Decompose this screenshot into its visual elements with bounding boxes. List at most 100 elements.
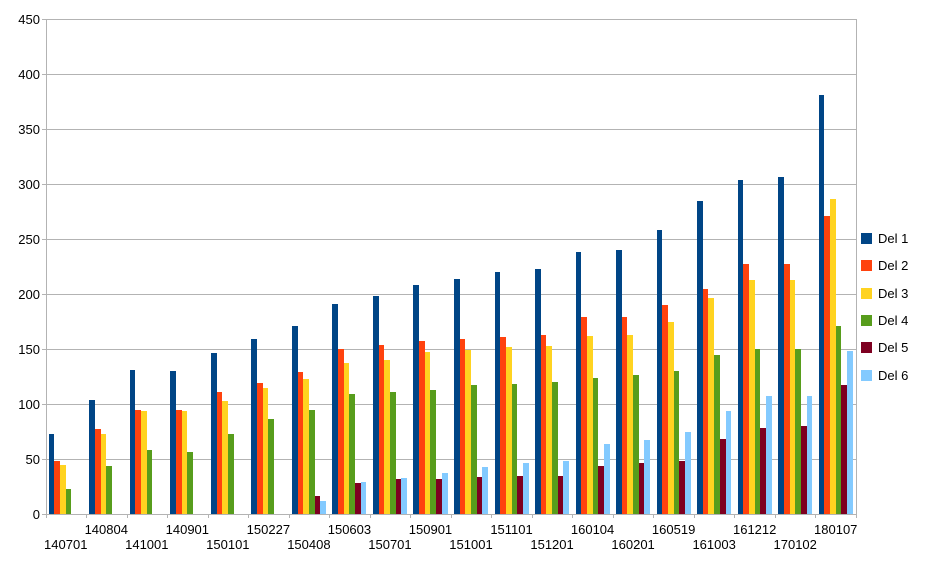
- bar-del-2: [824, 215, 831, 514]
- legend-label: Del 3: [878, 285, 909, 301]
- x-tick: [329, 514, 331, 518]
- legend-swatch-icon: [861, 369, 872, 381]
- y-tick: [41, 404, 46, 405]
- bar-del-4: [65, 488, 72, 514]
- gridline: [45, 459, 857, 460]
- bar-del-2: [216, 391, 223, 514]
- bar-del-3: [546, 345, 553, 514]
- bar-del-4: [227, 433, 234, 514]
- bar-del-4: [106, 465, 112, 514]
- bar-del-5: [557, 475, 564, 514]
- bar-del-4: [268, 419, 275, 514]
- bar-del-1: [494, 272, 501, 514]
- bar-del-6: [766, 396, 772, 514]
- gridline: [45, 129, 857, 130]
- bar-del-2: [419, 341, 425, 514]
- y-axis-label: 0: [32, 507, 40, 522]
- bar-del-6: [401, 477, 407, 514]
- x-axis-label: 151001: [449, 537, 493, 552]
- bar-del-4: [754, 349, 761, 514]
- bar-del-3: [424, 352, 431, 514]
- gridline: [45, 74, 857, 75]
- y-tick: [41, 514, 46, 515]
- y-axis-line: [45, 19, 47, 515]
- bar-del-3: [627, 334, 634, 514]
- bar-del-1: [697, 200, 703, 514]
- bar-del-1: [737, 179, 744, 514]
- bar-del-6: [806, 396, 813, 514]
- bar-del-2: [581, 317, 587, 514]
- bar-del-3: [60, 464, 66, 514]
- bar-del-3: [100, 433, 107, 514]
- bar-del-3: [303, 378, 309, 514]
- x-axis-label: 160201: [611, 537, 655, 552]
- bar-del-3: [586, 335, 593, 514]
- bar-del-6: [725, 410, 732, 514]
- bar-del-2: [135, 409, 142, 514]
- bar-del-4: [633, 375, 639, 514]
- x-tick: [815, 514, 817, 518]
- bar-del-5: [355, 483, 361, 514]
- bar-del-1: [291, 325, 298, 514]
- x-axis-label: 150227: [246, 522, 291, 537]
- bar-del-4: [592, 377, 599, 514]
- legend-swatch-icon: [861, 314, 872, 326]
- legend-swatch-icon: [861, 260, 872, 272]
- legend-item: Del 6: [861, 368, 908, 383]
- legend-item: Del 3: [861, 286, 908, 301]
- bar-del-6: [441, 473, 448, 514]
- x-tick: [369, 514, 371, 518]
- bar-del-3: [181, 410, 188, 514]
- x-axis-label: 161212: [732, 522, 777, 537]
- x-axis-label: 140701: [44, 537, 88, 552]
- bar-del-2: [621, 317, 628, 514]
- y-axis-label: 150: [18, 342, 40, 357]
- bar-del-2: [378, 344, 385, 514]
- bar-del-3: [343, 363, 350, 514]
- y-tick: [41, 459, 46, 460]
- bar-del-4: [146, 450, 153, 514]
- bar-del-2: [702, 288, 709, 514]
- legend-swatch-icon: [861, 233, 872, 244]
- x-tick: [572, 514, 574, 518]
- y-tick: [41, 294, 46, 295]
- bar-del-6: [684, 431, 691, 514]
- bar-del-5: [638, 463, 645, 514]
- bar-del-2: [338, 349, 344, 514]
- x-tick: [167, 514, 169, 518]
- bar-del-6: [482, 466, 489, 514]
- bar-del-4: [430, 389, 437, 514]
- x-axis-label: 160104: [570, 522, 615, 537]
- bar-del-3: [749, 279, 755, 514]
- bar-del-6: [603, 443, 610, 514]
- x-tick: [450, 514, 452, 518]
- bar-del-5: [598, 465, 604, 514]
- x-axis-label: 140804: [84, 522, 128, 537]
- bar-del-2: [257, 383, 263, 514]
- gridline: [45, 184, 857, 185]
- bar-del-1: [535, 268, 541, 514]
- bar-del-4: [389, 391, 396, 514]
- y-axis-label: 400: [18, 67, 40, 82]
- bar-del-5: [841, 385, 848, 514]
- bar-del-4: [714, 354, 720, 514]
- legend-label: Del 5: [878, 340, 909, 356]
- x-tick: [693, 514, 695, 518]
- bar-del-1: [251, 339, 258, 514]
- bar-del-5: [719, 439, 726, 514]
- x-axis-label: 150901: [408, 522, 453, 537]
- y-tick: [41, 19, 46, 20]
- x-tick: [410, 514, 412, 518]
- legend-item: Del 1: [861, 231, 908, 246]
- x-tick: [612, 514, 614, 518]
- bar-del-2: [175, 409, 182, 514]
- bar-del-3: [465, 350, 471, 514]
- bar-del-4: [795, 349, 801, 514]
- bar-del-1: [818, 94, 825, 514]
- bar-del-2: [459, 339, 466, 514]
- x-tick: [774, 514, 776, 518]
- bar-del-2: [94, 429, 101, 514]
- x-axis-label: 141001: [125, 537, 169, 552]
- x-axis-label: 150603: [327, 522, 372, 537]
- x-tick: [288, 514, 290, 518]
